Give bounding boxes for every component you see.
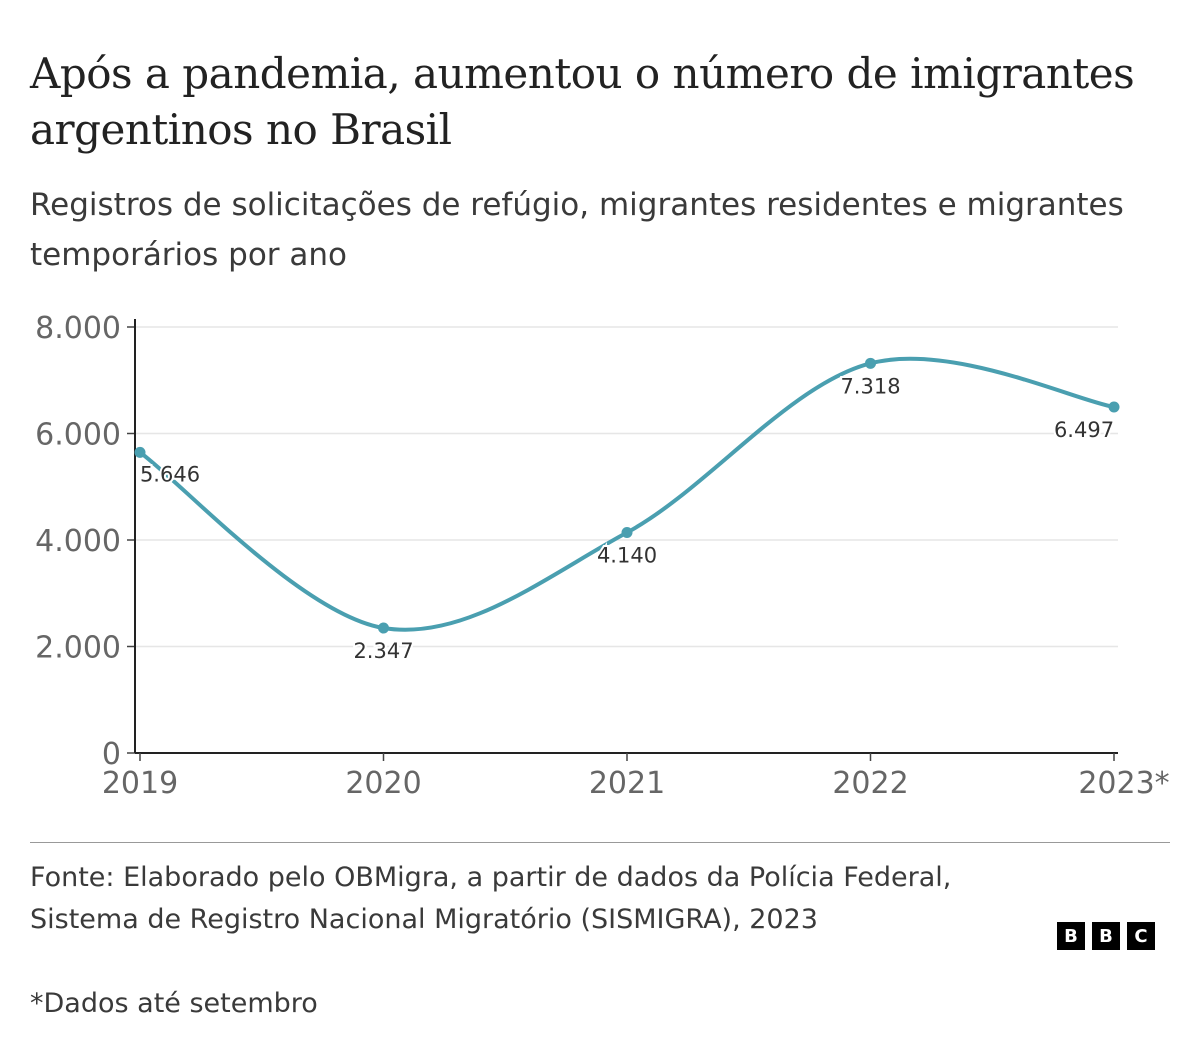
data-label: 4.140: [597, 544, 657, 568]
x-tick-label: 2021: [589, 766, 665, 801]
line-chart: 0 2.000 4.000 6.000 8.000 2019 2020 2021 2022 202…: [35, 311, 1170, 801]
data-point: [621, 527, 633, 539]
x-tick-label: 2022: [832, 766, 908, 801]
data-label: 6.497: [1054, 418, 1114, 442]
x-tick-label: 2023*: [1078, 766, 1169, 801]
y-tick-label: 4.000: [35, 524, 121, 559]
series-line: [138, 356, 1115, 632]
data-label: 7.318: [840, 374, 900, 398]
y-tick-label: 0: [102, 737, 121, 772]
footer-divider: [30, 842, 1170, 843]
footnote: *Dados até setembro: [30, 988, 318, 1019]
y-tick-label: 2.000: [35, 631, 121, 666]
logo-letter: B: [1057, 922, 1085, 950]
chart-subtitle: Registros de solicitações de refúgio, mi…: [30, 187, 1124, 273]
y-tick-label: 8.000: [35, 311, 121, 346]
data-point: [865, 357, 876, 369]
chart-title: Após a pandemia, aumentou o número de im…: [30, 49, 1135, 154]
y-tick-label: 6.000: [35, 418, 121, 453]
logo-letter: B: [1092, 922, 1120, 950]
x-tick-label: 2019: [102, 766, 178, 801]
data-point: [378, 622, 389, 634]
x-tick-label: 2020: [345, 766, 421, 801]
data-point: [134, 446, 146, 458]
data-label: 5.646: [140, 462, 200, 486]
logo-letter: C: [1127, 922, 1155, 950]
data-label: 2.347: [353, 639, 413, 663]
data-point: [1108, 401, 1120, 413]
source-text: Fonte: Elaborado pelo OBMigra, a partir …: [30, 862, 952, 935]
